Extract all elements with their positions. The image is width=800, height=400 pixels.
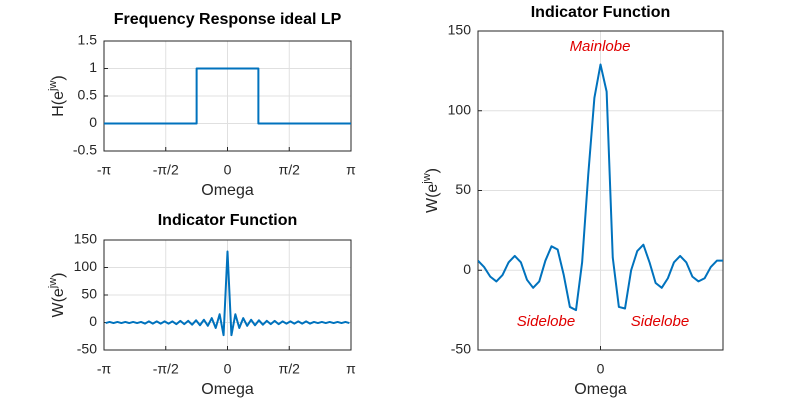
y-axis-label: W(ejw): [47, 272, 67, 317]
x-tick-label: 0: [597, 361, 605, 377]
x-tick-label: -π: [97, 361, 112, 377]
y-tick-label: 150: [74, 231, 98, 247]
x-axis-label: Omega: [574, 381, 627, 398]
x-tick-label: 0: [224, 162, 232, 178]
x-axis-label: Omega: [201, 182, 254, 199]
y-axis-label-part: W(e: [50, 288, 67, 317]
y-tick-label: 50: [455, 181, 471, 197]
axes-box: [103, 40, 352, 152]
x-tick-label: -π: [97, 162, 112, 178]
y-axis-label-part: jw: [47, 81, 59, 92]
line-series: [104, 67, 351, 125]
annotation: Sidelobe: [517, 313, 575, 330]
y-tick-label: -0.5: [73, 142, 97, 158]
axes-box: [477, 30, 724, 351]
x-tick-label: 0: [224, 361, 232, 377]
x-axis-label: Omega: [201, 381, 254, 398]
y-axis-label-part: jw: [421, 173, 433, 184]
y-axis-label-part: W(e: [424, 184, 441, 213]
annotation: Sidelobe: [631, 313, 689, 330]
line-series: [105, 250, 350, 337]
axes-box: [103, 239, 352, 351]
line-series: [478, 63, 723, 312]
y-tick-label: 50: [81, 286, 97, 302]
y-axis-label-part: ): [424, 168, 441, 173]
x-tick-label: -π/2: [153, 361, 179, 377]
x-tick-label: π: [346, 162, 356, 178]
y-tick-label: 1: [89, 59, 97, 75]
y-axis-label-part: ): [50, 75, 67, 80]
axes: -0.5 0 0.5 1 1.5 -π -π/2 0 π/2 π Frequency Respons…: [47, 11, 356, 199]
x-tick-label: π/2: [279, 361, 301, 377]
axes: -50 0 50 100 150 0 Indicator Function Omega W(ej…: [421, 4, 724, 398]
axes: -50 0 50 100 150 -π -π/2 0 π/2 π Indicator Functio…: [47, 212, 356, 398]
annotation: Mainlobe: [570, 38, 631, 55]
chart-title: Indicator Function: [158, 212, 298, 229]
y-axis-label-part: jw: [47, 278, 59, 289]
y-tick-label: -50: [451, 341, 471, 357]
y-tick-label: 0: [89, 313, 97, 329]
chart-title: Frequency Response ideal LP: [114, 11, 342, 28]
y-tick-label: 1.5: [78, 32, 98, 48]
y-tick-label: 100: [74, 258, 98, 274]
y-axis-label: H(ejw): [47, 75, 67, 117]
chart-title: Indicator Function: [531, 4, 671, 21]
y-axis-label-part: H(e: [50, 91, 67, 117]
x-tick-label: π: [346, 361, 356, 377]
y-tick-label: 0.5: [78, 87, 98, 103]
y-axis-label: W(ejw): [421, 168, 441, 213]
y-tick-label: 0: [89, 114, 97, 130]
y-axis-label-part: ): [50, 272, 67, 277]
y-tick-label: -50: [77, 341, 97, 357]
x-tick-label: -π/2: [153, 162, 179, 178]
x-tick-label: π/2: [279, 162, 301, 178]
y-tick-label: 0: [463, 261, 471, 277]
y-tick-label: 100: [448, 101, 472, 117]
y-tick-label: 150: [448, 22, 472, 38]
